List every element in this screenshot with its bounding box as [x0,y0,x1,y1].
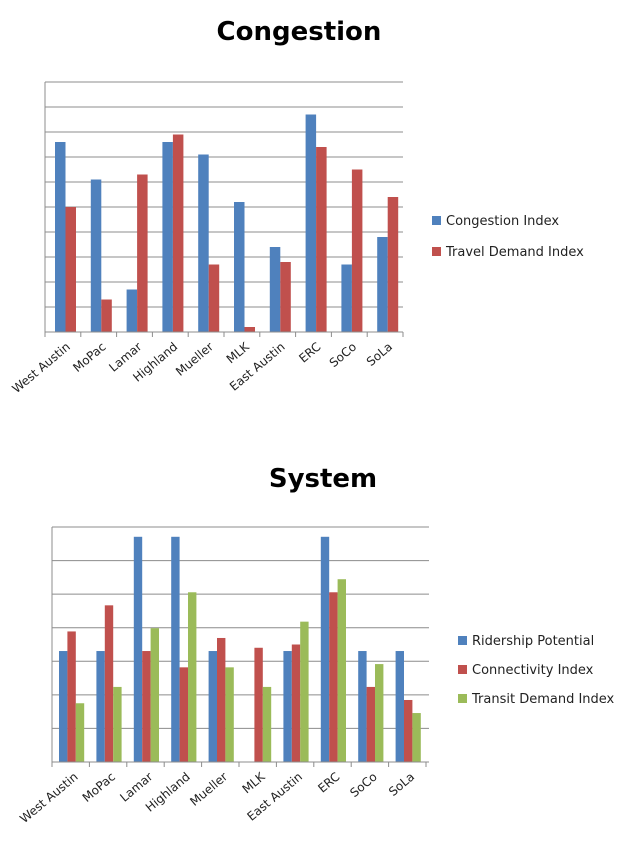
bars [59,536,421,762]
x-tick-label: West Austin [9,340,72,396]
chart-title: System [269,464,377,494]
bar-connectivity-index-soco [366,686,375,762]
bars [55,114,399,332]
x-tick-label: Mueller [187,770,230,809]
bar-connectivity-index-mlk [254,647,263,762]
legend-label-transit-demand-index: Transit Demand Index [471,692,615,707]
gridlines [45,81,403,308]
chart-title: Congestion [217,17,382,47]
x-tick-label: SoCo [347,770,380,800]
bar-transit-demand-index-mueller [225,667,234,762]
legend-label-congestion-index: Congestion Index [446,214,559,229]
bar-ridership-potential-soco [358,651,367,762]
bar-connectivity-index-lamar [142,651,151,762]
x-tick-label: West Austin [17,770,80,826]
bar-ridership-potential-east-austin [283,651,292,762]
bar-ridership-potential-mopac [96,651,105,762]
bar-travel-demand-index-sola [387,197,399,332]
bar-transit-demand-index-mlk [262,686,272,762]
bar-travel-demand-index-lamar [137,174,148,332]
bar-ridership-potential-erc [320,536,330,762]
x-tick-label: ERC [315,770,342,796]
bar-congestion-index-west-austin [55,142,66,332]
bar-transit-demand-index-erc [337,579,346,762]
bar-connectivity-index-west-austin [67,631,76,762]
bar-connectivity-index-mueller [217,637,226,762]
bar-travel-demand-index-highland [172,134,184,332]
x-tick-label: SoCo [327,340,360,370]
bar-travel-demand-index-mlk [244,327,255,332]
bar-congestion-index-east-austin [269,247,281,332]
bar-congestion-index-erc [305,114,317,332]
legend-label-ridership-potential: Ridership Potential [472,634,594,649]
x-tick-label: MoPac [80,770,118,805]
bar-travel-demand-index-west-austin [65,207,76,332]
x-tick-label: MoPac [70,340,108,375]
x-tick-label: MLK [224,339,253,366]
x-tick-label: MLK [240,769,269,796]
bar-transit-demand-index-soco [375,664,384,762]
bar-transit-demand-index-highland [188,592,197,762]
bar-ridership-potential-lamar [133,536,143,762]
axes [51,527,429,767]
bar-transit-demand-index-sola [412,713,421,762]
bar-connectivity-index-highland [179,667,188,762]
bar-transit-demand-index-lamar [150,628,159,762]
legend-swatch-connectivity-index [458,665,467,674]
bar-transit-demand-index-east-austin [300,621,309,762]
bar-congestion-index-sola [377,237,388,332]
bar-congestion-index-mueller [198,154,209,332]
bar-ridership-potential-west-austin [59,651,68,762]
bar-connectivity-index-mopac [104,605,114,762]
bar-congestion-index-soco [341,264,352,332]
legend-label-travel-demand-index: Travel Demand Index [445,245,584,260]
legend: Ridership Potential Connectivity Index Tra… [458,634,615,707]
bar-travel-demand-index-soco [351,169,363,332]
bar-travel-demand-index-mopac [101,299,112,332]
bar-congestion-index-lamar [126,289,138,332]
system-chart: System West Austin MoPac LamarHighlandMuel… [17,464,614,826]
bar-connectivity-index-east-austin [291,644,301,762]
x-tick-label: Mueller [173,340,216,379]
bar-ridership-potential-highland [171,536,180,762]
legend-swatch-congestion-index [432,216,441,225]
legend-label-connectivity-index: Connectivity Index [472,663,594,678]
bar-congestion-index-mlk [234,202,245,332]
axes [44,82,404,337]
x-tick-label: ERC [296,340,323,366]
congestion-chart: Congestion West AustinMoPacLamarHighland… [9,17,584,396]
bar-ridership-potential-sola [395,651,404,762]
bar-transit-demand-index-west-austin [75,703,85,762]
legend-swatch-transit-demand-index [458,694,467,703]
bar-ridership-potential-mueller [208,651,217,762]
bar-travel-demand-index-east-austin [280,262,291,332]
x-tick-label: SoLa [386,770,417,799]
bar-connectivity-index-erc [329,592,338,762]
bar-congestion-index-highland [162,142,173,332]
legend-swatch-ridership-potential [458,636,467,645]
bar-travel-demand-index-mueller [208,264,220,332]
bar-connectivity-index-sola [404,699,413,762]
bar-travel-demand-index-erc [316,147,327,332]
legend-swatch-travel-demand-index [432,247,441,256]
legend: Congestion Index Travel Demand Index [432,214,584,260]
bar-congestion-index-mopac [90,179,102,332]
bar-transit-demand-index-mopac [113,686,122,762]
x-tick-label: SoLa [364,340,395,369]
